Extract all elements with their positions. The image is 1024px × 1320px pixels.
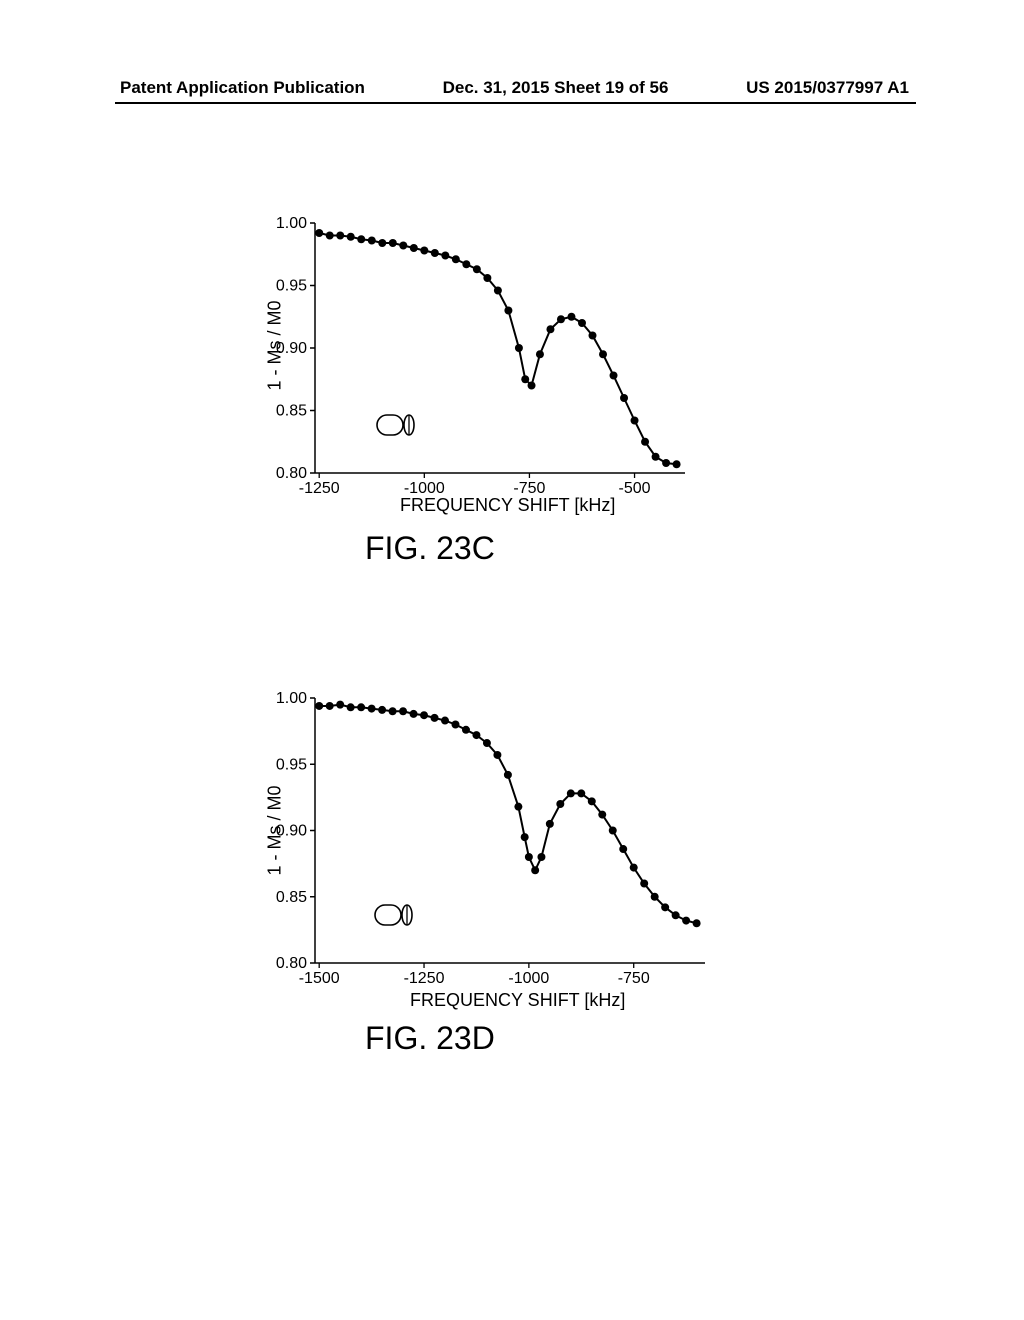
svg-text:0.95: 0.95 bbox=[276, 756, 307, 773]
svg-text:0.95: 0.95 bbox=[276, 278, 307, 295]
header-divider bbox=[115, 102, 916, 104]
svg-text:0.85: 0.85 bbox=[276, 403, 307, 420]
y-axis-label-23c: 1 - Ms / M0 bbox=[265, 300, 286, 390]
capsule-icon-23d bbox=[373, 900, 415, 930]
x-axis-label-23c: FREQUENCY SHIFT [kHz] bbox=[400, 495, 615, 516]
figure-23c: 0.800.850.900.951.00-1250-1000-750-500 1… bbox=[265, 215, 695, 565]
header-right: US 2015/0377997 A1 bbox=[746, 78, 909, 98]
y-axis-label-23d: 1 - Ms / M0 bbox=[265, 785, 286, 875]
svg-text:-750: -750 bbox=[618, 970, 650, 987]
figure-caption-23c: FIG. 23C bbox=[365, 530, 495, 567]
svg-text:1.00: 1.00 bbox=[276, 690, 307, 707]
header-left: Patent Application Publication bbox=[120, 78, 365, 98]
svg-text:-1250: -1250 bbox=[299, 480, 340, 497]
figure-23d: 0.800.850.900.951.00-1500-1250-1000-750 … bbox=[265, 690, 715, 1060]
svg-text:-1500: -1500 bbox=[299, 970, 340, 987]
svg-text:-500: -500 bbox=[619, 480, 651, 497]
svg-text:1.00: 1.00 bbox=[276, 215, 307, 232]
svg-text:-1250: -1250 bbox=[404, 970, 445, 987]
plot-area-23c: 0.800.850.900.951.00-1250-1000-750-500 1… bbox=[265, 215, 695, 565]
figure-caption-23d: FIG. 23D bbox=[365, 1020, 495, 1057]
capsule-icon-23c bbox=[375, 410, 417, 440]
plot-area-23d: 0.800.850.900.951.00-1500-1250-1000-750 … bbox=[265, 690, 715, 1060]
patent-header: Patent Application Publication Dec. 31, … bbox=[0, 78, 1024, 98]
header-center: Dec. 31, 2015 Sheet 19 of 56 bbox=[443, 78, 669, 98]
x-axis-label-23d: FREQUENCY SHIFT [kHz] bbox=[410, 990, 625, 1011]
svg-text:0.85: 0.85 bbox=[276, 889, 307, 906]
svg-text:-1000: -1000 bbox=[508, 970, 549, 987]
